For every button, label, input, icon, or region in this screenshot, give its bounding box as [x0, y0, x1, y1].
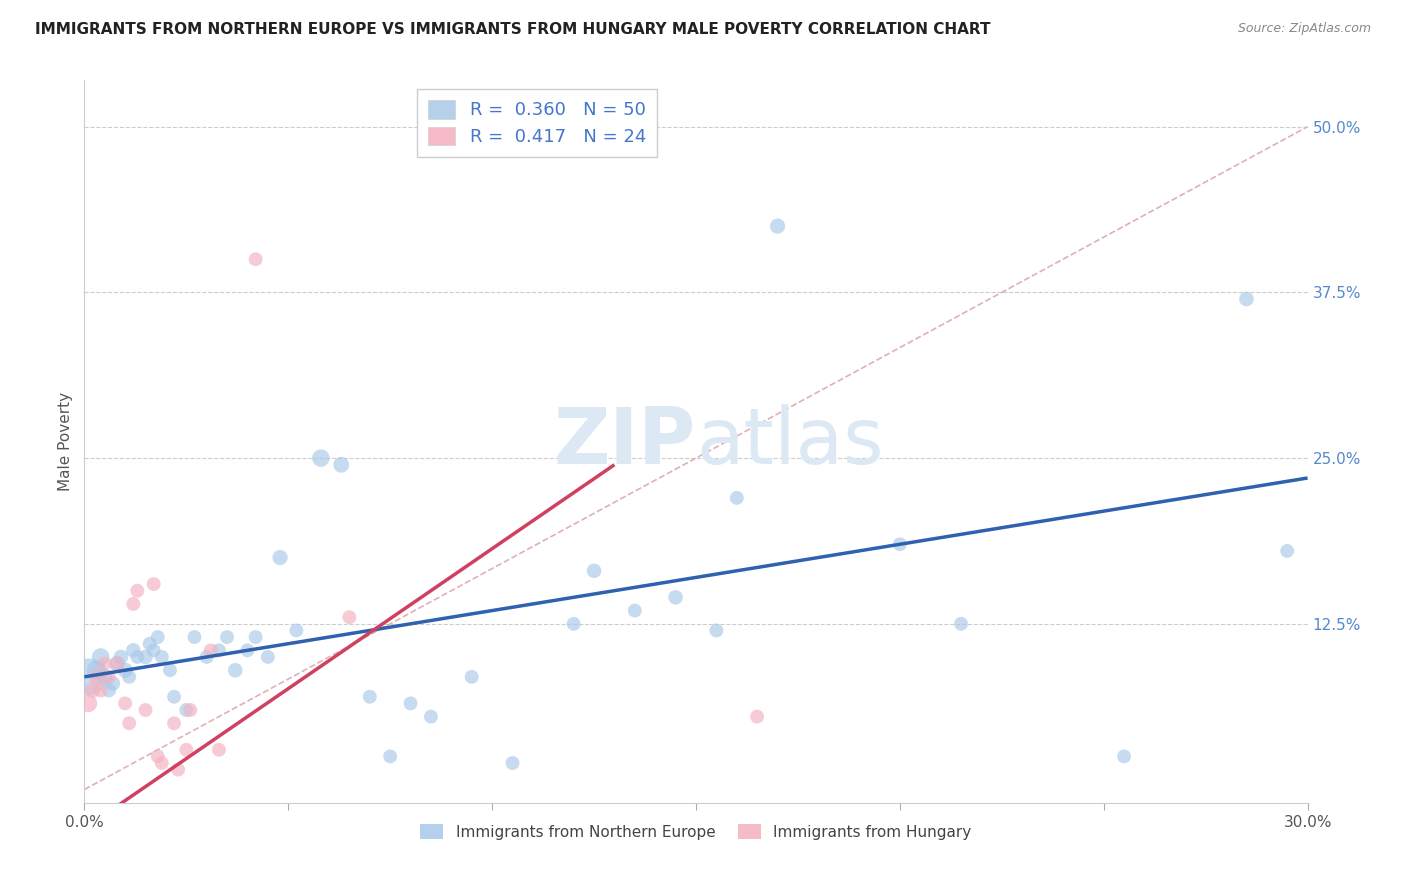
- Point: [110, 650, 132, 665]
- Point: [114, 697, 136, 711]
- Text: ZIP: ZIP: [554, 403, 696, 480]
- Point: [82, 683, 104, 698]
- Point: [245, 630, 267, 644]
- Point: [167, 763, 190, 777]
- Point: [105, 657, 128, 671]
- Point: [583, 564, 606, 578]
- Point: [1277, 544, 1299, 558]
- Point: [245, 252, 267, 267]
- Point: [127, 583, 149, 598]
- Point: [93, 657, 115, 671]
- Point: [208, 643, 231, 657]
- Point: [118, 716, 141, 731]
- Point: [217, 630, 239, 644]
- Point: [330, 458, 353, 472]
- Point: [97, 670, 120, 684]
- Point: [200, 643, 222, 657]
- Point: [138, 637, 160, 651]
- Point: [90, 683, 112, 698]
- Point: [174, 743, 197, 757]
- Point: [159, 663, 181, 677]
- Point: [1236, 292, 1258, 306]
- Point: [150, 756, 173, 770]
- Point: [950, 616, 973, 631]
- Point: [725, 491, 748, 505]
- Point: [122, 597, 145, 611]
- Point: [150, 650, 173, 665]
- Point: [90, 650, 112, 665]
- Point: [122, 643, 145, 657]
- Y-axis label: Male Poverty: Male Poverty: [58, 392, 73, 491]
- Point: [236, 643, 259, 657]
- Point: [420, 709, 443, 723]
- Point: [889, 537, 911, 551]
- Text: Source: ZipAtlas.com: Source: ZipAtlas.com: [1237, 22, 1371, 36]
- Point: [224, 663, 246, 677]
- Legend: Immigrants from Northern Europe, Immigrants from Hungary: Immigrants from Northern Europe, Immigra…: [415, 818, 977, 846]
- Point: [93, 670, 115, 684]
- Point: [174, 703, 197, 717]
- Point: [135, 650, 157, 665]
- Point: [101, 676, 124, 690]
- Point: [142, 577, 165, 591]
- Point: [105, 657, 128, 671]
- Point: [77, 697, 100, 711]
- Text: IMMIGRANTS FROM NORTHERN EUROPE VS IMMIGRANTS FROM HUNGARY MALE POVERTY CORRELAT: IMMIGRANTS FROM NORTHERN EUROPE VS IMMIG…: [35, 22, 991, 37]
- Point: [97, 683, 120, 698]
- Point: [146, 630, 169, 644]
- Point: [502, 756, 524, 770]
- Point: [142, 643, 165, 657]
- Point: [624, 603, 647, 617]
- Point: [339, 610, 361, 624]
- Point: [163, 716, 186, 731]
- Point: [195, 650, 218, 665]
- Point: [380, 749, 402, 764]
- Point: [146, 749, 169, 764]
- Point: [359, 690, 381, 704]
- Point: [179, 703, 201, 717]
- Point: [285, 624, 308, 638]
- Point: [183, 630, 205, 644]
- Point: [114, 663, 136, 677]
- Point: [665, 591, 688, 605]
- Point: [747, 709, 769, 723]
- Point: [269, 550, 291, 565]
- Point: [257, 650, 280, 665]
- Point: [208, 743, 231, 757]
- Point: [118, 670, 141, 684]
- Point: [77, 670, 100, 684]
- Point: [1114, 749, 1136, 764]
- Point: [163, 690, 186, 704]
- Point: [766, 219, 789, 233]
- Point: [127, 650, 149, 665]
- Point: [706, 624, 728, 638]
- Point: [135, 703, 157, 717]
- Point: [461, 670, 484, 684]
- Text: atlas: atlas: [696, 403, 883, 480]
- Point: [86, 663, 108, 677]
- Point: [86, 670, 108, 684]
- Point: [309, 451, 332, 466]
- Point: [399, 697, 422, 711]
- Point: [562, 616, 585, 631]
